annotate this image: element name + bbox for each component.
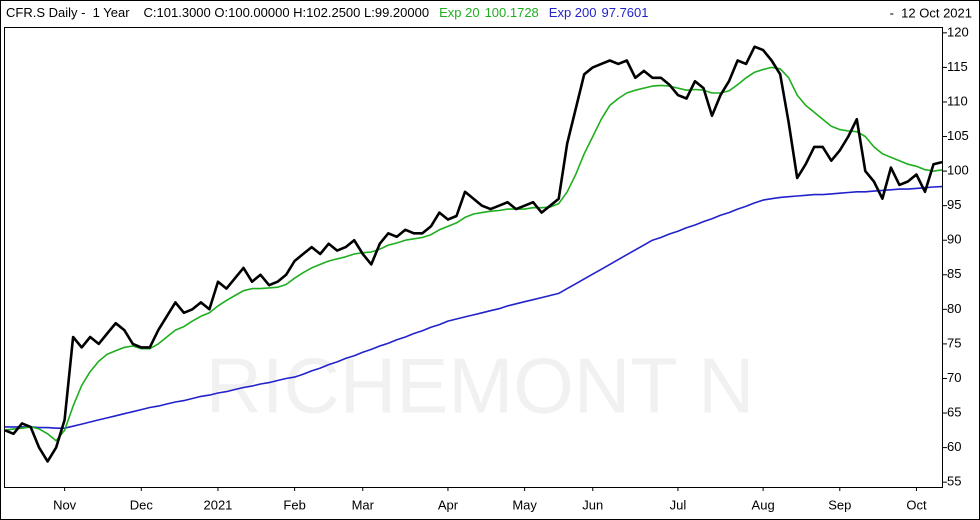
series-line (4, 66, 943, 442)
series-line (4, 45, 943, 463)
y-tick-label: 115 (947, 59, 968, 74)
y-tick-label: 100 (947, 163, 969, 178)
header-ohlc: C:101.3000 O:100.00000 H:102.2500 L:99.2… (144, 5, 430, 20)
y-tick-label: 95 (947, 197, 961, 212)
x-tick-label: Aug (752, 497, 775, 512)
legend-name: Exp 200 (549, 5, 597, 20)
y-tick-label: 110 (947, 93, 968, 108)
plot-frame (4, 27, 943, 488)
date: - 12 Oct 2021 (890, 5, 972, 20)
y-tick-label: 75 (947, 335, 961, 350)
header-title: CFR.S Daily - 1 Year (6, 5, 130, 20)
x-tick-label: Feb (283, 497, 305, 512)
y-tick-label: 55 (947, 474, 961, 489)
y-tick-label: 90 (947, 232, 961, 247)
series-line (5, 185, 943, 429)
y-tick-label: 70 (947, 370, 961, 385)
legend-name: Exp 20 (439, 5, 479, 20)
x-tick-label: 2021 (203, 497, 232, 512)
x-tick-label: Jul (670, 497, 687, 512)
y-tick-label: 60 (947, 439, 961, 454)
watermark: RICHEMONT N (206, 342, 755, 430)
legend-value: 100.1728 (485, 5, 539, 20)
x-tick-label: Sep (828, 497, 851, 512)
x-tick-label: Mar (352, 497, 375, 512)
y-tick-label: 80 (947, 301, 961, 316)
x-tick-label: Dec (130, 497, 154, 512)
x-tick-label: Jun (582, 497, 603, 512)
x-tick-label: May (512, 497, 537, 512)
legend-value: 97.7601 (602, 5, 649, 20)
x-tick-label: Oct (906, 497, 927, 512)
y-tick-label: 85 (947, 266, 961, 281)
y-tick-label: 120 (947, 24, 969, 39)
header: CFR.S Daily - 1 Year C:101.3000 O:100.000… (6, 5, 649, 20)
x-tick-label: Apr (438, 497, 459, 512)
y-tick-label: 105 (947, 128, 969, 143)
y-tick-label: 65 (947, 404, 961, 419)
x-tick-label: Nov (53, 497, 77, 512)
